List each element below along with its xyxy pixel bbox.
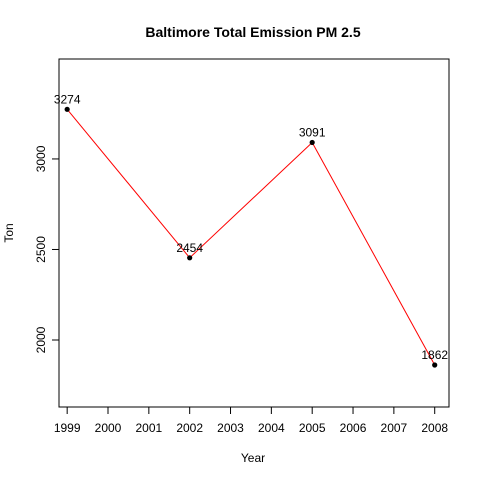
series-segment xyxy=(189,142,313,259)
data-points xyxy=(64,106,438,368)
x-axis-label: Year xyxy=(241,451,265,465)
data-point xyxy=(432,362,438,368)
series-segment xyxy=(311,142,436,366)
data-label: 1862 xyxy=(421,348,448,362)
series-segment xyxy=(66,109,191,259)
y-axis-label: Ton xyxy=(2,223,16,242)
plot-area-frame xyxy=(58,58,450,408)
x-tick-label: 2006 xyxy=(340,421,367,435)
y-tick-label: 2500 xyxy=(34,236,48,263)
data-label: 3274 xyxy=(54,92,81,106)
x-tick-label: 2004 xyxy=(258,421,285,435)
data-label: 2454 xyxy=(176,241,203,255)
x-tick-label: 2005 xyxy=(299,421,326,435)
y-axis: 2000 2500 3000 xyxy=(34,145,59,353)
data-point xyxy=(64,106,70,112)
y-tick-label: 3000 xyxy=(34,145,48,172)
chart-title: Baltimore Total Emission PM 2.5 xyxy=(145,24,360,40)
y-tick-label: 2000 xyxy=(34,326,48,353)
x-tick-label: 2000 xyxy=(95,421,122,435)
x-axis: 1999 2000 2001 2002 2003 2004 2005 2006 2007 2008 xyxy=(54,407,448,435)
x-tick-label: 2002 xyxy=(176,421,203,435)
data-labels: 3274 2454 3091 1862 xyxy=(54,92,449,362)
data-point xyxy=(309,139,315,146)
data-point xyxy=(187,255,193,261)
series-line xyxy=(66,109,436,366)
x-tick-label: 2008 xyxy=(421,421,448,435)
x-tick-label: 1999 xyxy=(54,421,81,435)
x-tick-label: 2001 xyxy=(135,421,162,435)
x-tick-label: 2007 xyxy=(381,421,408,435)
data-label: 3091 xyxy=(299,125,326,139)
x-tick-label: 2003 xyxy=(217,421,244,435)
